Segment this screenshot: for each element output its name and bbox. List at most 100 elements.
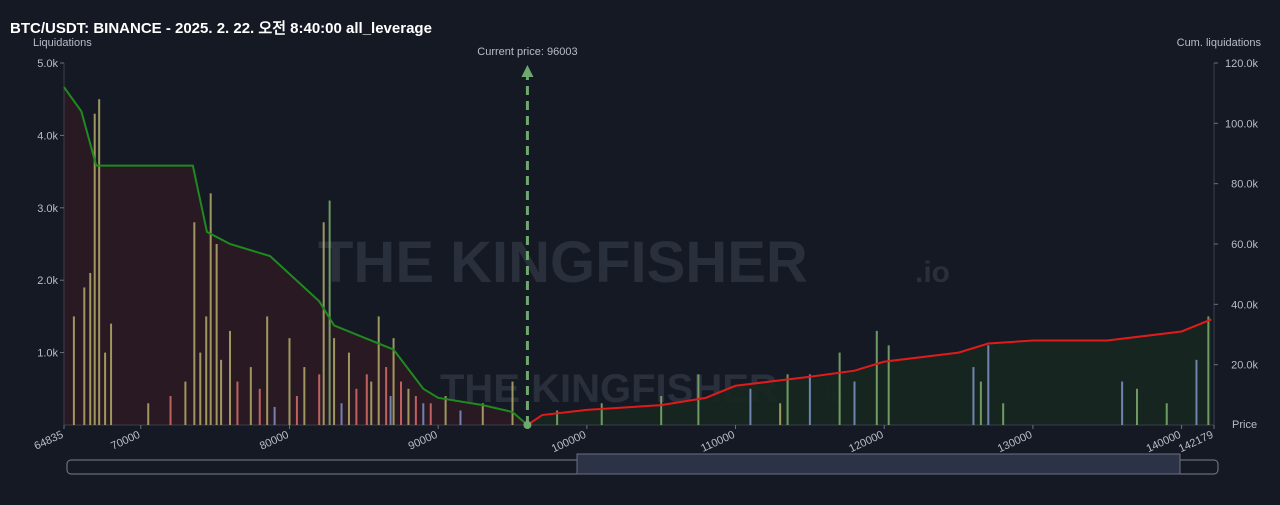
- liquidation-bar: [295, 396, 298, 425]
- y2-tick-label: 60.0k: [1231, 239, 1258, 251]
- liquidation-bar: [236, 381, 239, 425]
- liquidation-bar: [147, 403, 150, 425]
- liquidation-bar: [1002, 403, 1005, 425]
- liquidation-bar: [104, 352, 107, 425]
- y-tick-label: 2.0k: [37, 275, 58, 287]
- y2-tick-label: 100.0k: [1225, 118, 1259, 130]
- watermark: THE KINGFISHER: [318, 230, 808, 295]
- liquidation-bar: [853, 381, 856, 425]
- liquidation-bar: [199, 352, 202, 425]
- liquidation-bar: [377, 316, 380, 425]
- x-tick-label: 140000: [1145, 429, 1183, 455]
- liquidation-bar: [169, 396, 172, 425]
- y-tick-label: 3.0k: [37, 203, 58, 215]
- watermark: .io: [915, 256, 950, 289]
- liquidation-bar: [481, 403, 484, 425]
- liquidation-bar: [1165, 403, 1168, 425]
- cumulative-line: [63, 86, 529, 426]
- liquidation-bar: [556, 410, 559, 425]
- liquidation-bar: [303, 367, 306, 425]
- liquidation-bar: [660, 396, 663, 425]
- liquidation-bar: [347, 352, 350, 425]
- liquidation-bar: [205, 316, 208, 425]
- liquidation-bar: [93, 113, 96, 426]
- liquidation-bar: [1135, 388, 1138, 425]
- liquidation-bar: [333, 338, 336, 425]
- liquidation-bar: [392, 338, 395, 425]
- liquidation-bar: [98, 99, 101, 425]
- liquidation-bar: [987, 345, 990, 425]
- liquidation-bar: [389, 396, 392, 425]
- y2-axis-label: Cum. liquidations: [1177, 37, 1262, 49]
- x-tick-label: 100000: [550, 429, 588, 455]
- cumulative-area: [527, 319, 1212, 425]
- liquidation-bar: [110, 323, 113, 425]
- liquidation-bar: [209, 193, 212, 425]
- x-axis-label: Price: [1232, 419, 1257, 431]
- liquidation-bar: [322, 222, 325, 425]
- liquidation-bar: [215, 244, 218, 425]
- y-tick-label: 4.0k: [37, 130, 58, 142]
- current-price-arrow: [521, 65, 534, 77]
- liquidation-bar: [875, 330, 878, 425]
- cumulative-area: [64, 87, 528, 425]
- liquidation-bar: [83, 287, 86, 425]
- liquidation-bar: [749, 388, 752, 425]
- chart-title: BTC/USDT: BINANCE - 2025. 2. 22. 오전 8:40…: [10, 20, 432, 37]
- liquidation-bar: [258, 388, 261, 425]
- x-tick-label: 110000: [699, 429, 737, 455]
- liquidation-bar: [399, 381, 402, 425]
- liquidation-bar: [273, 406, 276, 425]
- liquidation-bar: [887, 345, 890, 425]
- x-tick-label: 70000: [109, 429, 142, 453]
- liquidation-bar: [429, 403, 432, 425]
- liquidation-bar: [979, 381, 982, 425]
- liquidation-bar: [184, 381, 187, 425]
- y-tick-label: 1.0k: [37, 348, 58, 360]
- liquidation-bar: [328, 200, 331, 425]
- current-price-label: Current price: 96003: [477, 46, 577, 58]
- liquidation-bar: [838, 352, 841, 425]
- liquidation-bar: [779, 403, 782, 425]
- liquidation-bar: [600, 403, 603, 425]
- current-price-dot: [523, 421, 532, 429]
- liquidation-bar: [193, 222, 196, 425]
- liquidation-bar: [340, 403, 343, 425]
- liquidation-bar: [385, 367, 388, 425]
- cumulative-line: [526, 318, 1212, 426]
- liquidation-bar: [288, 338, 291, 425]
- y2-tick-label: 20.0k: [1231, 360, 1258, 372]
- liquidation-bar: [414, 396, 417, 425]
- liquidation-bar: [370, 381, 373, 425]
- liquidation-bar: [249, 367, 252, 425]
- x-tick-label: 142179: [1177, 429, 1215, 455]
- y-tick-label: 5.0k: [37, 58, 58, 70]
- liquidation-bar: [365, 374, 368, 425]
- liquidation-bar: [220, 359, 223, 425]
- liquidation-bar: [355, 388, 358, 425]
- y2-tick-label: 40.0k: [1231, 299, 1258, 311]
- x-tick-label: 90000: [407, 429, 440, 453]
- liquidation-bar: [511, 381, 514, 425]
- scrollbar-thumb[interactable]: [576, 453, 1181, 475]
- liquidation-bar: [1207, 316, 1210, 425]
- y-axis-label: Liquidations: [33, 37, 92, 49]
- liquidation-bar: [786, 374, 789, 425]
- x-tick-label: 120000: [847, 429, 885, 455]
- x-tick-label: 130000: [996, 429, 1034, 455]
- liquidation-bar: [72, 316, 75, 425]
- y2-tick-label: 80.0k: [1231, 179, 1258, 191]
- x-tick-label: 80000: [258, 429, 291, 453]
- liquidation-bar: [1121, 381, 1124, 425]
- liquidation-bar: [89, 272, 92, 425]
- liquidation-bar: [407, 388, 410, 425]
- liquidation-bar: [318, 374, 321, 425]
- liquidation-bar: [972, 367, 975, 425]
- x-tick-label: 64835: [32, 429, 65, 453]
- liquidation-bar: [229, 330, 232, 425]
- liquidation-bar: [808, 374, 811, 425]
- liquidation-bar: [459, 410, 462, 425]
- liquidation-bar: [266, 316, 269, 425]
